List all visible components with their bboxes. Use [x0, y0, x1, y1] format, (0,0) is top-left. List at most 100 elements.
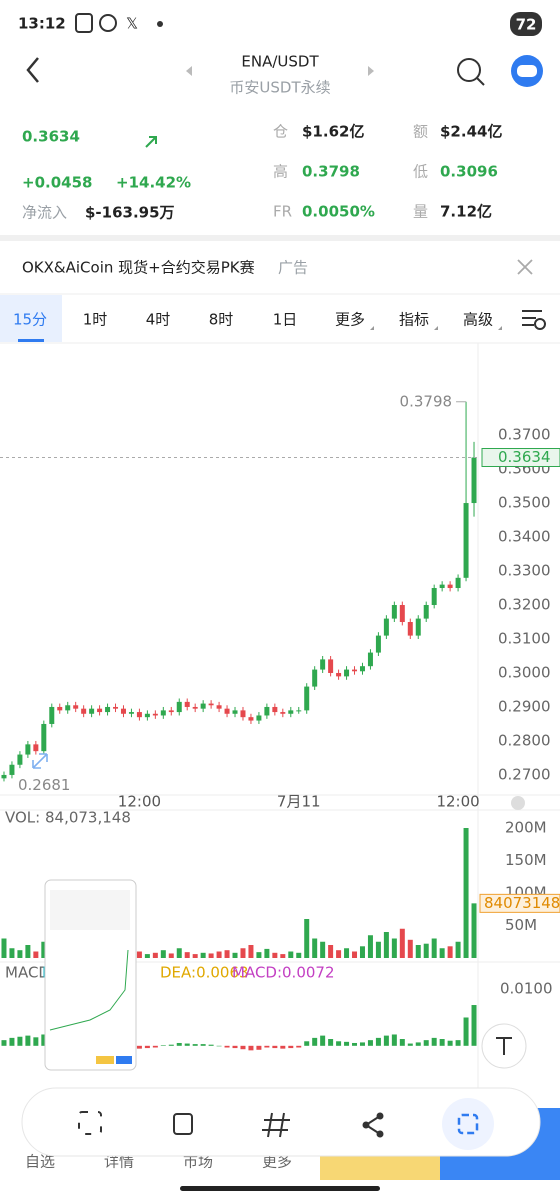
volume-bar: [184, 952, 190, 958]
macd-bar: [391, 1034, 397, 1046]
volume-bar: [176, 948, 182, 958]
last-price-label: 0.3634: [498, 448, 551, 466]
nav-item[interactable]: 市场: [183, 1153, 213, 1171]
nav-item[interactable]: 详情: [104, 1153, 134, 1171]
candle-body: [312, 669, 318, 687]
volume-bar: [399, 928, 405, 958]
candle-body: [113, 706, 119, 709]
candle-body: [375, 635, 381, 653]
price-change: +0.0458: [22, 174, 92, 192]
capture-button[interactable]: [442, 1098, 494, 1150]
stat-label: 量: [413, 203, 428, 221]
next-arrow[interactable]: [368, 66, 374, 76]
macd-label: MACD:0.0072: [232, 964, 335, 982]
status-dot: [157, 21, 163, 27]
candle-body: [25, 744, 31, 755]
candle-body: [57, 706, 63, 711]
volume-bar: [352, 951, 358, 958]
candle-body: [152, 713, 158, 716]
scan-tool[interactable]: [78, 1111, 102, 1135]
macd-bar: [160, 1045, 166, 1046]
candle-body: [33, 744, 39, 752]
volume-bar: [256, 952, 262, 958]
tab[interactable]: 1时: [83, 311, 108, 329]
volume-bar: [192, 954, 198, 958]
tag-tool[interactable]: [262, 1112, 290, 1138]
candle-body: [120, 708, 126, 714]
volume-bar: [232, 952, 238, 958]
price-change-pct: +14.42%: [116, 174, 191, 192]
volume-bar: [33, 951, 39, 958]
candle-body: [224, 708, 230, 714]
volume-title: VOL: 84,073,148: [5, 809, 131, 827]
macd-bar: [383, 1035, 389, 1046]
settings-icon[interactable]: [522, 310, 546, 330]
y-tick-label: 0.3500: [498, 494, 551, 512]
stat-value: $2.44亿: [440, 123, 502, 141]
ad-text[interactable]: OKX&AiCoin 现货+合约交易PK赛: [22, 259, 255, 277]
candle-body: [232, 710, 238, 714]
macd-bar: [1, 1040, 7, 1046]
tab[interactable]: 8时: [209, 311, 234, 329]
volume-bar: [17, 950, 23, 958]
volume-bar: [375, 941, 381, 958]
bottom-nav: 自选 详情 市场 更多: [25, 1153, 292, 1171]
macd-bar: [375, 1037, 381, 1046]
macd-bar: [224, 1045, 230, 1048]
stat-value: 0.3096: [440, 163, 498, 181]
macd-bar: [312, 1037, 318, 1046]
k-badge[interactable]: [511, 796, 525, 810]
macd-bar: [41, 1034, 47, 1046]
volume-bar: [312, 938, 318, 958]
macd-bar: [320, 1035, 326, 1046]
tab[interactable]: 高级: [463, 311, 493, 329]
y-tick-label: 50M: [505, 916, 537, 934]
macd-bar: [264, 1045, 270, 1048]
tab[interactable]: 4时: [146, 311, 171, 329]
volume-bar: [463, 828, 469, 958]
net-inflow: $-163.95万: [85, 204, 175, 222]
ad-close[interactable]: [517, 259, 533, 275]
search-handle: [476, 77, 485, 86]
macd-label: MACD(: [5, 964, 56, 982]
candle-body: [240, 710, 246, 718]
back-button[interactable]: [26, 57, 39, 83]
y-tick-label: 0.3200: [498, 596, 551, 614]
max-label: 0.3798: [400, 392, 453, 410]
prev-arrow[interactable]: [186, 66, 192, 76]
edit-tool[interactable]: [173, 1113, 193, 1135]
candle-body: [431, 588, 437, 606]
y-tick-label: 0.3100: [498, 629, 551, 647]
volume-bar: [1, 938, 7, 958]
search-button[interactable]: [457, 58, 481, 82]
volume-bar: [471, 903, 477, 958]
tab[interactable]: 更多: [335, 311, 365, 329]
volume-bar: [41, 941, 47, 958]
candle-body: [471, 457, 477, 504]
candle-body: [439, 584, 445, 589]
y-tick-label: 0.3000: [498, 663, 551, 681]
macd-bar: [296, 1045, 302, 1048]
battery-level: 72: [516, 16, 537, 34]
y-tick-label: 0.2700: [498, 765, 551, 783]
tab[interactable]: 指标: [399, 311, 429, 329]
tab[interactable]: 1日: [273, 311, 298, 329]
stat-value: $1.62亿: [302, 123, 364, 141]
candle-body: [65, 705, 71, 711]
volume-bar: [383, 932, 389, 958]
pair-subtitle: 币安USDT永续: [229, 79, 330, 97]
candle-body: [280, 712, 286, 714]
up-arrow: [145, 136, 157, 148]
x-tick-label: 12:00: [436, 793, 479, 811]
volume-bar: [25, 945, 31, 958]
candle-body: [136, 712, 142, 718]
candle-body: [272, 706, 278, 713]
nav-item[interactable]: 自选: [25, 1153, 55, 1171]
home-indicator: [180, 1186, 380, 1191]
nav-item[interactable]: 更多: [262, 1153, 292, 1171]
stat-label: 低: [413, 163, 428, 181]
share-tool[interactable]: [362, 1112, 384, 1138]
expand-icon[interactable]: [32, 753, 48, 769]
y-tick-label: 0.0100: [500, 980, 553, 998]
tab[interactable]: 15分: [13, 311, 47, 329]
